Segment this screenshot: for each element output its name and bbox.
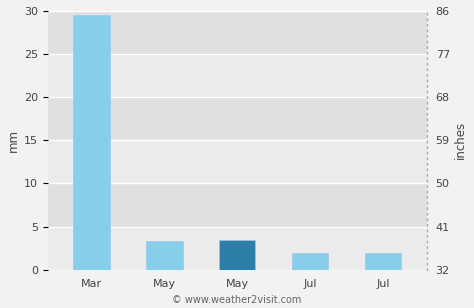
- Y-axis label: inches: inches: [454, 121, 467, 159]
- Bar: [146, 241, 182, 270]
- Bar: [48, 54, 427, 97]
- Bar: [48, 227, 427, 270]
- Bar: [48, 184, 427, 227]
- Bar: [219, 240, 255, 270]
- Bar: [48, 97, 427, 140]
- Bar: [48, 11, 427, 54]
- Text: © www.weather2visit.com: © www.weather2visit.com: [173, 295, 301, 305]
- Bar: [48, 140, 427, 184]
- Bar: [292, 253, 328, 270]
- Bar: [73, 15, 110, 270]
- Bar: [365, 253, 401, 270]
- Y-axis label: mm: mm: [7, 129, 20, 152]
